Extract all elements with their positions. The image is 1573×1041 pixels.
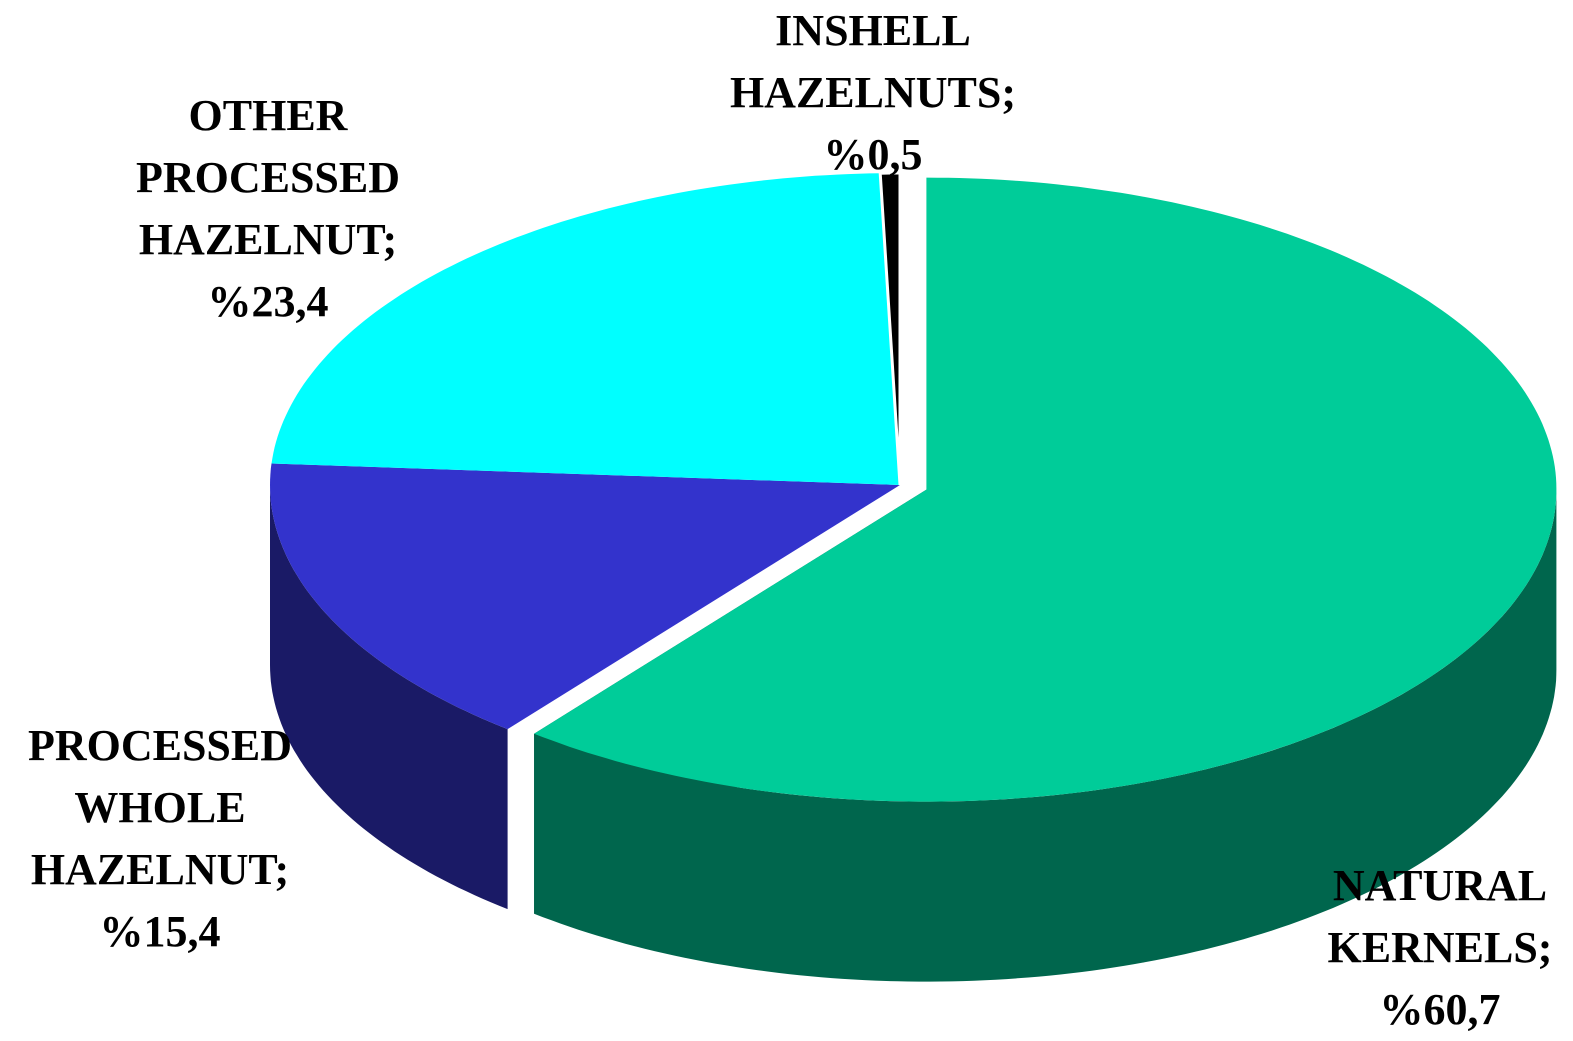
value-label: %0,5 <box>823 130 923 179</box>
value-label: %60,7 <box>1379 985 1501 1034</box>
slice-side <box>270 485 508 910</box>
category-label: PROCESSED WHOLE HAZELNUT; <box>27 721 293 894</box>
slice-label: NATURAL KERNELS; %60,7 <box>1240 855 1573 1041</box>
slice <box>534 177 1557 802</box>
slice <box>270 463 900 730</box>
slice-label: PROCESSED WHOLE HAZELNUT; %15,4 <box>0 715 360 963</box>
slice <box>271 173 900 485</box>
category-label: OTHER PROCESSED HAZELNUT; <box>135 91 401 264</box>
value-label: %15,4 <box>99 907 221 956</box>
slice-label: INSHELL HAZELNUTS; %0,5 <box>673 0 1073 186</box>
slice <box>878 171 902 486</box>
value-label: %23,4 <box>207 277 329 326</box>
slice-side <box>534 489 1557 982</box>
category-label: NATURAL KERNELS; <box>1327 861 1553 972</box>
slice-label: OTHER PROCESSED HAZELNUT; %23,4 <box>68 85 468 333</box>
category-label: INSHELL HAZELNUTS; <box>729 6 1017 117</box>
